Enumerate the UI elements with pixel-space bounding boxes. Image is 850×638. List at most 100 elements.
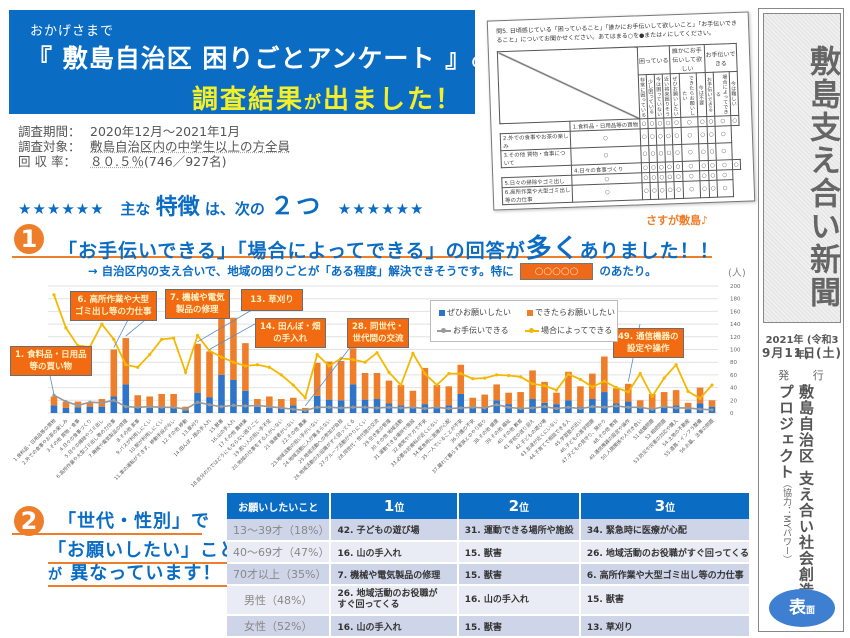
bar-zehi	[146, 407, 153, 413]
survey-chart: 0 20 40 60 80 100 120 140 160 180 200 1.食料品・日用品等の買物…	[0, 276, 760, 506]
section-2-line-3-b: 異なっています！	[70, 563, 222, 584]
line-marker	[255, 363, 259, 367]
line-marker	[363, 360, 367, 364]
bar-dekitara	[194, 343, 201, 393]
line-marker	[375, 406, 379, 410]
grid-sub-header: できたらお願いしたい	[679, 72, 698, 118]
bar-zehi	[493, 400, 500, 413]
row-group: 70才以上（35%）	[227, 563, 332, 586]
callout-text: 6. 高所作業や大型 ゴミ出し等の力仕事	[75, 295, 152, 317]
section-2-line-1: 「世代・性別」で	[12, 507, 209, 535]
survey-question: 問5. 日頃感じている「困っていること」「誰かにお手伝いして欲しいこと」「お手伝…	[496, 19, 738, 45]
bar-dekitara	[325, 361, 333, 400]
rank-2-cell: 15. 獣害	[457, 615, 581, 638]
masthead-title: 敷島支え合い新聞	[804, 45, 840, 309]
bar-dekitara	[684, 402, 692, 410]
bar-zehi	[74, 407, 82, 413]
grid-radio: ○	[708, 160, 717, 171]
line-marker	[351, 405, 355, 409]
line-marker	[662, 376, 666, 380]
legend-swatch-orange-icon	[527, 309, 533, 316]
grid-group-header: お手伝いできる	[704, 43, 738, 73]
line-marker	[542, 384, 547, 388]
line-marker	[64, 399, 68, 404]
bar-dekitara	[62, 401, 70, 408]
number-2-icon: 2	[14, 506, 44, 536]
row-group: 男性（48%）	[227, 585, 332, 616]
line-marker	[100, 401, 104, 405]
callout-leader	[209, 319, 263, 350]
grid-radio: ○	[697, 116, 707, 127]
period-value: 2020年12月～2021年1月	[90, 124, 240, 139]
bar-dekitara	[313, 362, 321, 396]
grid-radio: ○	[673, 161, 683, 172]
y-tick-label: 80	[730, 360, 737, 366]
line-marker	[231, 360, 236, 364]
grid-radio: ○	[682, 170, 700, 182]
line-marker	[136, 405, 140, 409]
grid-radio: ○	[730, 115, 740, 126]
line-marker	[279, 406, 283, 410]
bar-dekitara	[601, 356, 608, 393]
y-tick-label: 100	[730, 348, 741, 354]
legend-item-baai: 場合によってできる	[525, 325, 612, 336]
section-1-heading: 1 「お手伝いできる」「場合によってできる」の回答が多くありました！！	[12, 222, 719, 264]
y-tick-label: 120	[730, 335, 741, 341]
callout-text: 14. 田んぼ・畑 の手入れ	[260, 322, 321, 344]
line-marker	[207, 403, 212, 407]
features-heading: ★★★★★★ 主な 特徴 は、次の ２つ ★★★★★★	[18, 186, 424, 221]
line-marker	[578, 377, 583, 381]
bar-zehi	[122, 384, 130, 413]
section-1-title: 「お手伝いできる」「場合によってできる」の回答が多くありました！！	[58, 228, 720, 265]
bar-dekitara	[122, 338, 130, 385]
line-marker	[423, 372, 427, 376]
line-marker	[148, 352, 152, 357]
line-marker	[507, 405, 511, 409]
bar-dekitara	[577, 386, 584, 407]
bar-dekitara	[50, 396, 58, 406]
line-marker	[602, 405, 606, 409]
front-page-label-small: 面	[805, 606, 815, 616]
placeholder-box: ○○○○○	[519, 263, 594, 280]
line-marker	[363, 405, 367, 409]
bar-zehi	[433, 407, 441, 413]
bar-zehi	[636, 407, 644, 413]
line-marker	[638, 405, 642, 409]
line-marker	[471, 377, 475, 381]
line-marker	[650, 407, 654, 411]
line-marker	[638, 372, 642, 376]
legend-line-grey-icon	[437, 327, 451, 333]
bar-dekitara	[409, 390, 417, 407]
line-marker	[195, 333, 200, 338]
bar-dekitara	[110, 349, 118, 397]
rate-label: 回 収 率：	[18, 154, 76, 169]
line-marker	[375, 351, 379, 355]
survey-info: 調査期間： 2020年12月～2021年1月 調査対象： 敷島自治区内の中学生以上の…	[18, 124, 290, 169]
section-2-heading: 2 「世代・性別」で 「お願いしたい」こと が 異なっています！	[12, 500, 237, 590]
grid-radio: ○	[716, 159, 733, 171]
grid-radio: ○	[715, 142, 732, 161]
grid-radio: ○	[673, 171, 683, 182]
line-marker	[219, 405, 224, 409]
line-marker	[100, 322, 104, 326]
line-marker	[411, 351, 415, 355]
banner-result: 調査結果が出ました！	[192, 79, 463, 116]
period-label: 調査期間：	[18, 124, 81, 139]
line-marker	[315, 352, 319, 357]
bar-dekitara	[385, 380, 393, 404]
line-marker	[351, 358, 355, 362]
line-marker	[483, 406, 487, 410]
callout-6: 6. 高所作業や大型 ゴミ出し等の力仕事	[70, 291, 157, 321]
rank-suffix: 位	[394, 503, 405, 514]
bar-dekitara	[349, 348, 357, 385]
front-page-badge: 表面	[769, 589, 835, 627]
bar-zehi	[529, 399, 536, 413]
x-tick-label: 2.外での食事やお茶の楽しみ	[20, 417, 69, 466]
bar-zehi	[457, 393, 465, 413]
legend-line-yellow-icon	[525, 327, 539, 333]
line-marker	[698, 407, 702, 411]
header-rank-2: 2位	[457, 493, 581, 519]
line-marker	[315, 405, 319, 409]
grid-radio: ○	[699, 160, 709, 171]
bar-zehi	[481, 407, 488, 413]
